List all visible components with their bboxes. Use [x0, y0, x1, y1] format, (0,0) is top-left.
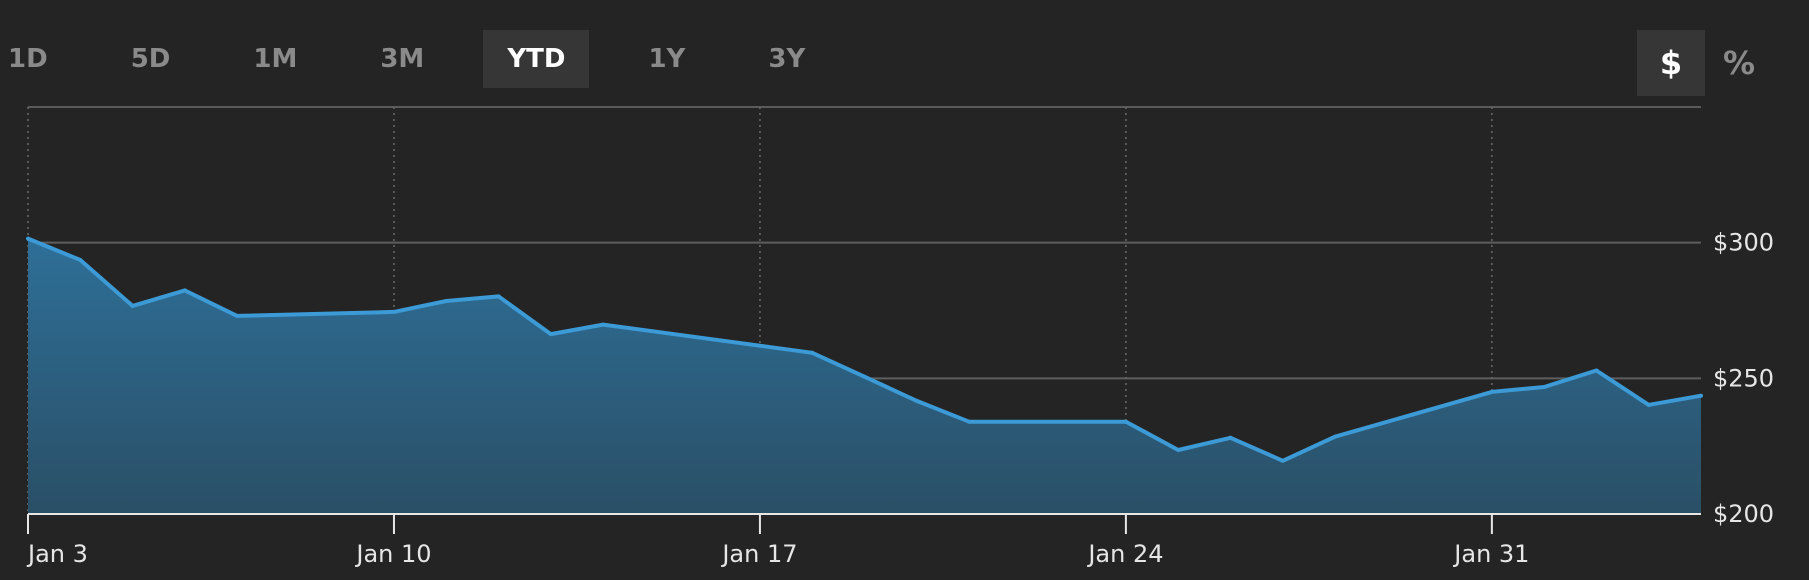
data-point: [862, 374, 867, 379]
data-point: [967, 419, 972, 424]
x-tick-label: Jan 31: [1452, 540, 1529, 568]
range-tab-1y[interactable]: 1Y: [648, 44, 686, 74]
data-point: [1594, 368, 1599, 373]
range-tab-ytd[interactable]: YTD: [483, 30, 590, 88]
data-point: [1228, 435, 1233, 440]
data-point: [496, 294, 501, 299]
data-point: [78, 258, 83, 262]
data-point: [1699, 393, 1703, 398]
data-point: [1176, 448, 1181, 452]
data-point: [392, 309, 396, 314]
data-point: [914, 398, 919, 403]
x-tick-label: Jan 24: [1086, 540, 1163, 568]
data-point: [235, 313, 240, 318]
price-area-fill: [28, 238, 1701, 514]
x-tick-label: Jan 3: [26, 540, 88, 568]
axes: $300 $250 $200 Jan 3 Jan 10 Jan 17 Jan 24 Jan 3…: [26, 229, 1774, 568]
x-tick-label: Jan 10: [354, 540, 431, 568]
range-tab-3y[interactable]: 3Y: [768, 44, 806, 74]
y-tick-label: $250: [1713, 364, 1774, 392]
y-tick-label: $300: [1713, 229, 1774, 257]
range-tab-5d[interactable]: 5D: [130, 44, 171, 74]
range-tab-3m[interactable]: 3M: [380, 44, 425, 74]
range-tabs: 1D 5D 1M 3M YTD 1Y 3Y: [0, 30, 864, 88]
unit-toggle: $ %: [1637, 30, 1773, 96]
data-point: [1489, 389, 1494, 394]
price-line: [27, 236, 1702, 463]
data-point: [548, 332, 553, 337]
data-points: [26, 236, 1703, 463]
data-point: [810, 350, 815, 355]
chart-toolbar: 1D 5D 1M 3M YTD 1Y 3Y $ %: [0, 0, 1809, 100]
data-point: [444, 299, 449, 303]
data-point: [601, 322, 606, 327]
dollar-unit-button[interactable]: $: [1637, 30, 1705, 96]
data-point: [26, 236, 30, 241]
data-point: [182, 288, 187, 293]
data-point: [130, 303, 135, 308]
x-tick-label: Jan 17: [720, 540, 797, 568]
data-point: [1542, 385, 1547, 389]
range-tab-1m[interactable]: 1M: [253, 44, 298, 74]
data-point: [1280, 458, 1285, 463]
percent-unit-button[interactable]: %: [1722, 44, 1756, 82]
data-point: [1646, 402, 1651, 407]
data-point: [1333, 434, 1337, 439]
y-tick-label: $200: [1713, 500, 1774, 528]
data-point: [1123, 419, 1128, 424]
range-tab-1d[interactable]: 1D: [8, 44, 48, 74]
